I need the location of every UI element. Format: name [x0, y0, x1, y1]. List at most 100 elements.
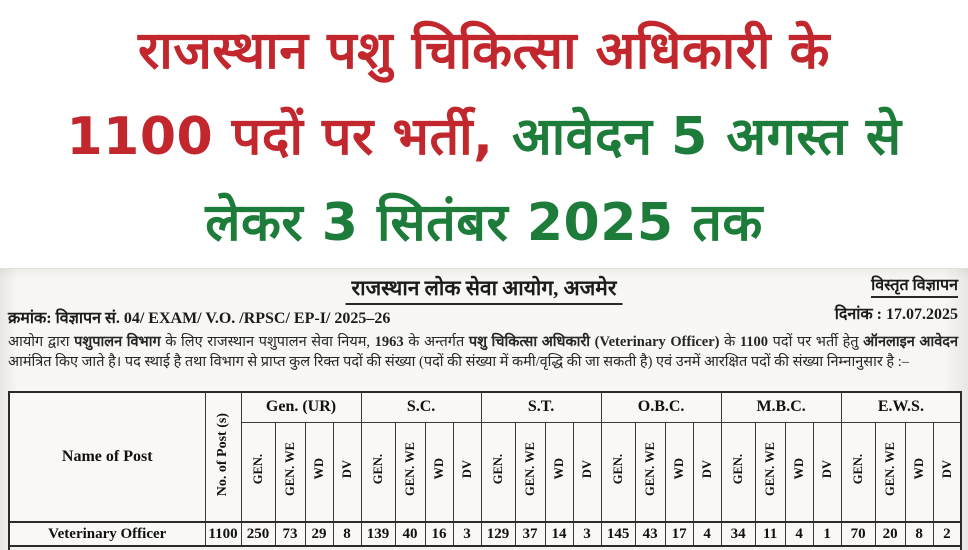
headline-line-3: लेकर 3 सितंबर 2025 तक — [205, 193, 763, 253]
value-cell: 1 — [812, 521, 842, 547]
subheader-label: GEN. — [490, 454, 505, 485]
subheader-cell: DV — [572, 421, 602, 523]
subheader-label: GEN. WE — [282, 442, 297, 497]
value-cell: 29 — [304, 521, 334, 547]
subheader-cell: GEN. — [840, 421, 876, 523]
header-group-obc: O.B.C. — [600, 391, 722, 423]
header-name-of-post: Name of Post — [8, 391, 206, 523]
subheader-cell: WD — [664, 421, 694, 523]
header-group-st: S.T. — [480, 391, 602, 423]
para-seg-bold: पशुपालन विभाग — [74, 334, 161, 350]
header-no-of-posts-label: No. of Post (s) — [215, 412, 230, 497]
subheader-cell: WD — [544, 421, 574, 523]
document-scan: राजस्थान लोक सेवा आयोग, अजमेर विस्तृत वि… — [0, 268, 968, 550]
subheader-label: GEN. — [370, 454, 385, 485]
post-name-cell: Veterinary Officer — [8, 521, 206, 547]
para-seg: के अन्तर्गत — [403, 334, 469, 350]
subheader-label: GEN. — [850, 454, 865, 485]
value-cell: 43 — [634, 521, 666, 547]
subheader-label: GEN. WE — [762, 442, 777, 497]
para-seg-bold: 1100 — [739, 334, 769, 350]
value-cell: 14 — [544, 521, 574, 547]
value-cell: 40 — [394, 521, 426, 547]
subheader-label: DV — [819, 460, 834, 479]
header-group-gen-ur: Gen. (UR) — [240, 391, 362, 423]
table-data-row: Veterinary Officer 1100 250 73 29 8 139 … — [8, 521, 962, 547]
subheader-label: GEN. — [250, 454, 265, 485]
value-cell: 11 — [754, 521, 786, 547]
subheader-cell: GEN. — [360, 421, 396, 523]
value-cell: 3 — [572, 521, 602, 547]
advt-block: विस्तृत विज्ञापन दिनांक : 17.07.2025 — [835, 273, 958, 324]
subheader-label: DV — [939, 460, 954, 479]
value-cell: 8 — [904, 521, 934, 547]
value-cell: 139 — [360, 521, 396, 547]
subheader-cell: GEN. WE — [634, 421, 666, 523]
subheader-label: WD — [791, 458, 806, 481]
subheader-label: WD — [671, 458, 686, 481]
subheader-label: GEN. — [610, 454, 625, 485]
headline-banner: राजस्थान पशु चिकित्सा अधिकारी के 1100 पद… — [0, 0, 968, 268]
subheader-cell: GEN. — [240, 421, 276, 523]
subheader-cell: GEN. WE — [874, 421, 906, 523]
value-cell: 37 — [514, 521, 546, 547]
subheader-cell: GEN. — [480, 421, 516, 523]
subheader-cell: WD — [304, 421, 334, 523]
subheader-label: WD — [551, 458, 566, 481]
para-seg-bold: 1963 — [374, 334, 404, 350]
intro-paragraph: आयोग द्वारा पशुपालन विभाग के लिए राजस्था… — [8, 333, 958, 372]
value-cell: 34 — [720, 521, 756, 547]
value-cell: 129 — [480, 521, 516, 547]
headline-line-1: राजस्थान पशु चिकित्सा अधिकारी के — [137, 21, 830, 81]
value-cell: 4 — [692, 521, 722, 547]
subheader-cell: DV — [932, 421, 962, 523]
total-posts-cell: 1100 — [204, 521, 242, 547]
value-cell: 70 — [840, 521, 876, 547]
header-no-of-posts: No. of Post (s) — [204, 391, 242, 523]
ref-number-line: क्रमांक: विज्ञापन सं. 04/ EXAM/ V.O. /RP… — [8, 310, 391, 327]
header-group-sc: S.C. — [360, 391, 482, 423]
subheader-cell: GEN. — [600, 421, 636, 523]
headline-line-2-red: 1100 पदों पर भर्ती, — [66, 107, 494, 167]
subheader-label: WD — [311, 458, 326, 481]
subheader-label: GEN. WE — [522, 442, 537, 497]
value-cell: 17 — [664, 521, 694, 547]
subheader-label: DV — [459, 460, 474, 479]
subheader-label: GEN. WE — [402, 442, 417, 497]
value-cell: 73 — [274, 521, 306, 547]
subheader-label: DV — [699, 460, 714, 479]
para-seg: आमंत्रित किए जाते है। पद स्थाई है तथा वि… — [8, 353, 909, 370]
date-line: दिनांक : 17.07.2025 — [834, 306, 958, 323]
subheader-cell: GEN. WE — [274, 421, 306, 523]
subheader-label: DV — [339, 460, 354, 479]
table-next-row-partial — [8, 545, 962, 550]
subheader-cell: GEN. WE — [754, 421, 786, 523]
value-cell: 3 — [452, 521, 482, 547]
subheader-cell: WD — [784, 421, 814, 523]
table-subheader-row: GEN. GEN. WE WD DV GEN. GEN. WE WD DV GE… — [9, 421, 962, 523]
subheader-cell: GEN. WE — [394, 421, 426, 523]
subheader-cell: DV — [812, 421, 842, 523]
para-seg: पदों पर भर्ती हेतु — [768, 334, 864, 350]
partial-row-cell — [8, 545, 962, 550]
value-cell: 16 — [424, 521, 454, 547]
para-seg-bold: पशु चिकित्सा अधिकारी (Veterinary Officer… — [468, 334, 720, 350]
para-seg: के लिए राजस्थान पशुपालन सेवा नियम, — [160, 334, 375, 350]
subheader-label: GEN. WE — [882, 442, 897, 497]
value-cell: 250 — [240, 521, 276, 547]
subheader-label: WD — [911, 458, 926, 481]
headline-line-2: 1100 पदों पर भर्ती, आवेदन 5 अगस्त से — [0, 94, 968, 180]
subheader-label: GEN. — [730, 454, 745, 485]
para-seg: के — [719, 334, 740, 350]
subheader-label: WD — [431, 458, 446, 481]
headline-line-2-green: आवेदन 5 अगस्त से — [493, 107, 902, 167]
para-seg-bold: ऑनलाइन आवेदन — [863, 334, 959, 350]
subheader-label: GEN. WE — [642, 442, 657, 497]
value-cell: 8 — [332, 521, 362, 547]
value-cell: 2 — [932, 521, 962, 547]
value-cell: 145 — [600, 521, 636, 547]
header-group-ews: E.W.S. — [840, 391, 962, 423]
subheader-label: DV — [579, 460, 594, 479]
header-group-mbc: M.B.C. — [720, 391, 842, 423]
